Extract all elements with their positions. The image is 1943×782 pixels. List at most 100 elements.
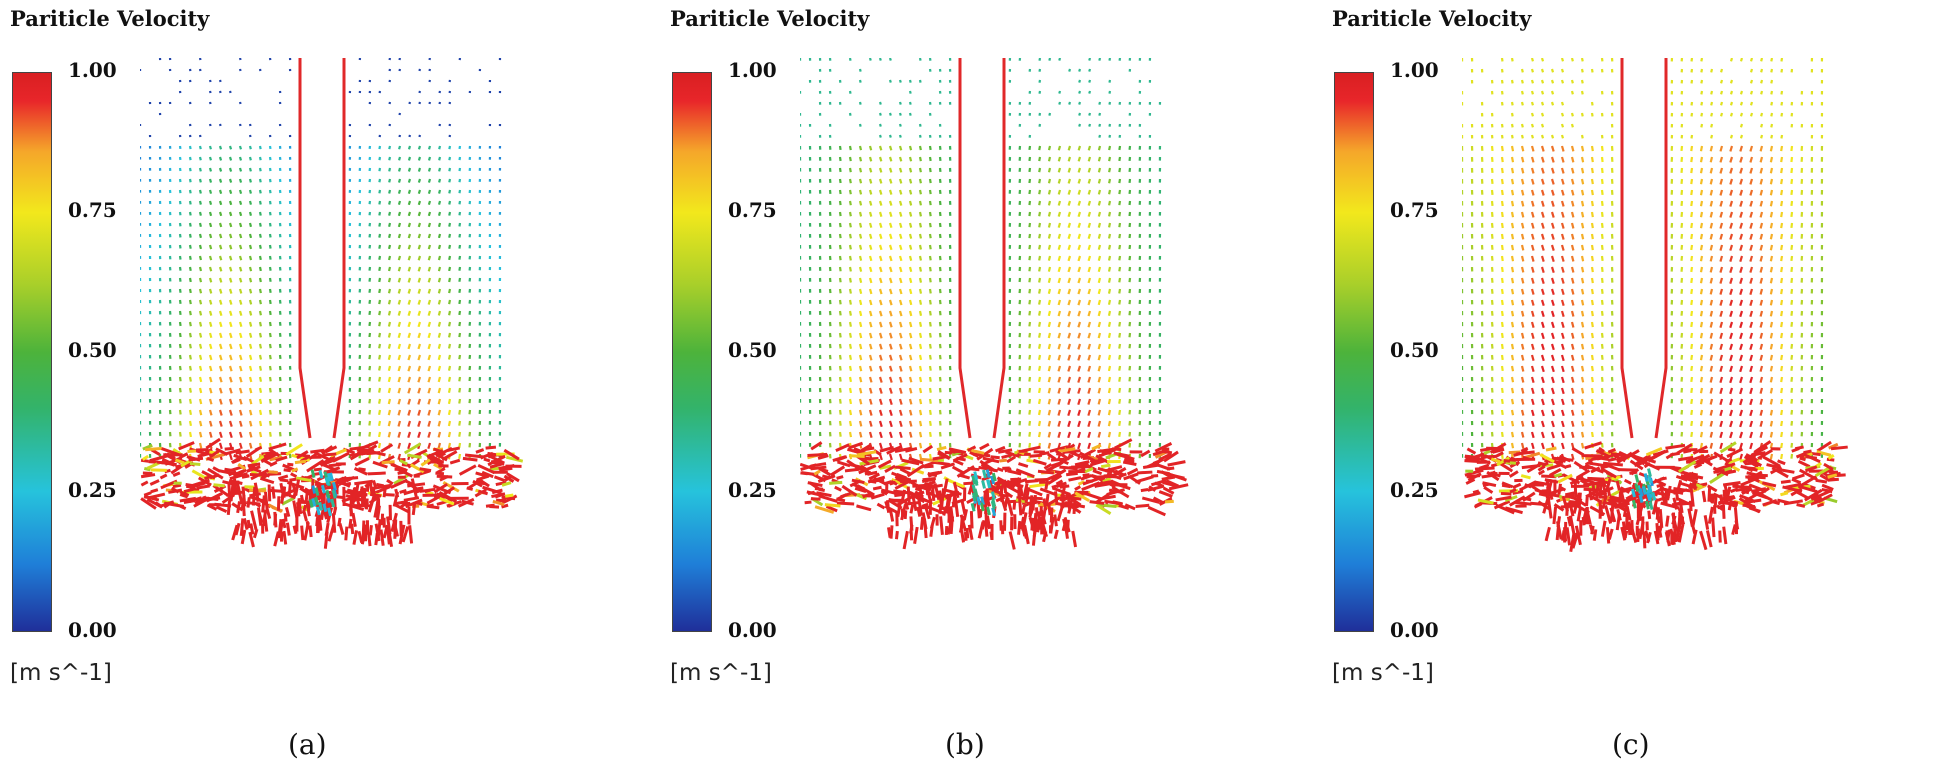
velocity-vector — [1550, 178, 1555, 185]
impeller-vector — [250, 468, 269, 481]
velocity-vector — [268, 299, 272, 305]
impeller-vector — [364, 498, 369, 510]
impeller-vector — [821, 474, 830, 480]
velocity-vector — [858, 343, 863, 350]
velocity-vector — [1709, 244, 1714, 251]
velocity-vector — [1047, 167, 1052, 173]
velocity-vector — [1490, 189, 1494, 195]
velocity-vector — [1759, 200, 1764, 207]
velocity-vector — [1769, 211, 1774, 218]
impeller-vector — [1049, 507, 1054, 523]
velocity-vector — [1087, 299, 1092, 306]
velocity-vector — [1729, 431, 1734, 439]
velocity-vector — [1520, 442, 1525, 449]
impeller-vector — [1510, 456, 1518, 462]
velocity-vector — [1087, 420, 1092, 427]
colorbar-tick: 0.25 — [728, 478, 777, 502]
velocity-vector — [1719, 321, 1724, 328]
velocity-vector — [1729, 321, 1734, 329]
velocity-vector — [417, 156, 422, 161]
velocity-vector — [1077, 200, 1082, 206]
impeller-vector — [1719, 494, 1724, 504]
velocity-vector — [938, 387, 942, 393]
impeller-vector — [1021, 525, 1027, 537]
velocity-vector — [918, 321, 923, 327]
velocity-vector — [878, 343, 883, 350]
velocity-vector — [258, 200, 262, 205]
velocity-vector — [397, 200, 402, 205]
impeller-vector — [477, 489, 489, 496]
velocity-vector — [1590, 156, 1594, 163]
core-vector — [310, 469, 316, 478]
velocity-vector — [1097, 420, 1102, 427]
velocity-vector — [838, 387, 842, 393]
velocity-vector — [868, 387, 873, 394]
velocity-vector — [1780, 343, 1784, 350]
velocity-vector — [1690, 343, 1694, 350]
impeller-vector — [818, 494, 838, 503]
velocity-vector — [1600, 255, 1604, 261]
velocity-vector — [1690, 387, 1694, 394]
impeller-vector — [1754, 490, 1773, 502]
velocity-vector — [878, 167, 883, 173]
velocity-vector — [908, 288, 913, 295]
velocity-vector — [387, 387, 392, 394]
velocity-vector — [1590, 299, 1594, 306]
impeller-vector — [246, 519, 251, 529]
velocity-vector — [858, 376, 863, 383]
impeller-vector — [285, 522, 291, 536]
velocity-vector — [1729, 211, 1734, 218]
impeller-vector — [1097, 466, 1113, 474]
velocity-vector — [248, 189, 252, 194]
velocity-vector — [448, 266, 452, 272]
velocity-vector — [868, 156, 873, 162]
velocity-vector — [1759, 409, 1764, 416]
velocity-vector — [387, 288, 392, 294]
impeller-vector — [140, 458, 149, 463]
velocity-vector — [1709, 288, 1714, 295]
impeller-vector — [1055, 479, 1064, 486]
velocity-vector — [888, 156, 893, 162]
impeller-vector — [1154, 442, 1173, 453]
velocity-vector — [1749, 431, 1754, 439]
velocity-vector — [908, 277, 913, 284]
velocity-vector — [1520, 376, 1525, 383]
velocity-vector — [928, 310, 932, 316]
velocity-vector — [278, 409, 282, 415]
velocity-vector — [1699, 442, 1704, 449]
impeller-vector — [932, 455, 947, 461]
velocity-vector — [858, 310, 863, 317]
velocity-vector — [387, 299, 392, 305]
velocity-vector — [1510, 211, 1515, 218]
impeller-vector — [1140, 488, 1149, 493]
velocity-vector — [1057, 211, 1062, 217]
velocity-vector — [428, 79, 432, 83]
velocity-vector — [1028, 332, 1032, 338]
panel-c: Pariticle Velocity 1.00 0.75 0.50 0.25 0… — [1322, 0, 1942, 782]
impeller-vector — [876, 502, 886, 510]
impeller-vector — [1810, 500, 1819, 506]
velocity-vector — [1709, 310, 1714, 317]
velocity-vector — [918, 255, 923, 261]
impeller-vector — [426, 503, 434, 508]
velocity-vector — [878, 211, 883, 217]
velocity-vector — [1580, 288, 1585, 295]
velocity-vector — [1790, 354, 1794, 360]
velocity-vector — [1719, 365, 1724, 373]
velocity-vector — [928, 167, 932, 173]
velocity-vector — [198, 321, 203, 327]
velocity-vector — [1570, 354, 1575, 361]
velocity-vector — [838, 332, 842, 338]
velocity-vector — [458, 409, 462, 415]
velocity-vector — [1739, 266, 1744, 273]
velocity-vector — [1500, 244, 1504, 251]
velocity-vector — [1749, 167, 1754, 174]
velocity-vector — [268, 310, 272, 316]
velocity-vector — [1749, 178, 1754, 185]
velocity-vector — [427, 310, 432, 316]
velocity-vector — [278, 431, 282, 437]
impeller-vector — [1018, 462, 1029, 468]
impeller-vector — [980, 463, 992, 472]
velocity-vector — [1600, 420, 1604, 426]
impeller-vector — [999, 458, 1008, 463]
